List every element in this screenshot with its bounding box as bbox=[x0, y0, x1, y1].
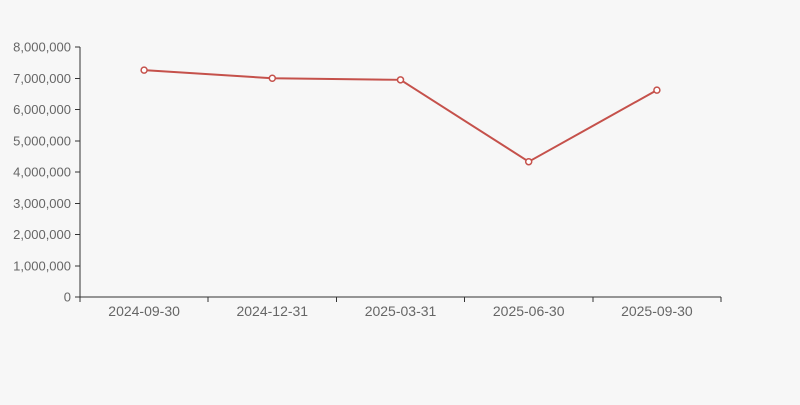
y-axis-tick-label: 0 bbox=[64, 290, 71, 305]
y-axis-tick-label: 3,000,000 bbox=[13, 196, 71, 211]
x-axis-category-label: 2024-12-31 bbox=[236, 303, 308, 319]
data-point[interactable] bbox=[524, 157, 533, 166]
y-axis-tick-label: 8,000,000 bbox=[13, 40, 71, 55]
x-axis-category-label: 2024-09-30 bbox=[108, 303, 180, 319]
y-axis-tick-label: 4,000,000 bbox=[13, 165, 71, 180]
data-point[interactable] bbox=[653, 86, 661, 94]
data-point[interactable] bbox=[140, 66, 148, 74]
y-axis-tick-label: 2,000,000 bbox=[13, 227, 71, 242]
y-axis-tick-label: 1,000,000 bbox=[13, 258, 71, 273]
x-axis-category-label: 2025-06-30 bbox=[493, 303, 565, 319]
y-axis-tick-label: 5,000,000 bbox=[13, 133, 71, 148]
x-axis-category-label: 2025-09-30 bbox=[621, 303, 693, 319]
y-axis-tick-label: 6,000,000 bbox=[13, 102, 71, 117]
data-point[interactable] bbox=[396, 76, 405, 84]
axis-lines bbox=[79, 47, 721, 298]
x-axis-category-label: 2025-03-31 bbox=[365, 303, 437, 319]
series-line bbox=[143, 69, 658, 163]
y-axis-tick-label: 7,000,000 bbox=[13, 71, 71, 86]
data-point[interactable] bbox=[268, 74, 277, 82]
